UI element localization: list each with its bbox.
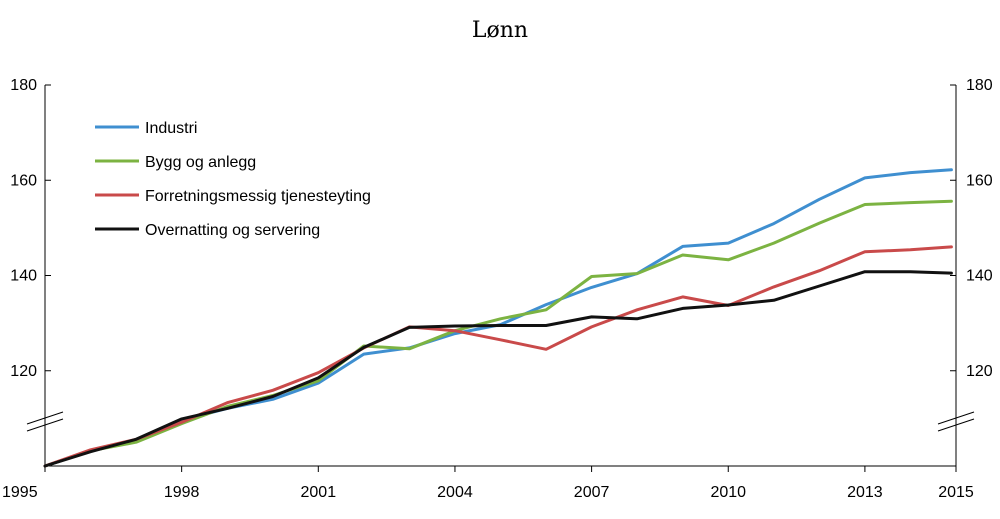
y-axis-left: 120 140 160 180 (10, 77, 51, 380)
legend-label: Forretningsmessig tjenesteyting (145, 188, 371, 205)
y-axis-right: 120 140 160 180 (950, 77, 993, 380)
x-tick-label: 2001 (301, 484, 337, 501)
axis-break-mark-right-2 (937, 418, 975, 432)
y-tick-label-left: 120 (10, 363, 37, 380)
y-tick-label-right: 120 (966, 363, 993, 380)
y-tick-label-left: 180 (10, 77, 37, 94)
y-tick-label-right: 160 (966, 172, 993, 189)
y-tick-label-left: 140 (10, 268, 37, 285)
legend-label: Industri (145, 120, 197, 137)
legend-label: Bygg og anlegg (145, 154, 256, 171)
x-tick-label: 2015 (938, 484, 974, 501)
series-line-bygg-og-anlegg (43, 199, 953, 468)
series-line-forretningsmessig-tjenesteyting (43, 245, 953, 468)
y-tick-label-left: 160 (10, 172, 37, 189)
series-layer (43, 168, 953, 468)
x-tick-label: 2013 (847, 484, 883, 501)
x-tick-label: 2004 (437, 484, 473, 501)
x-tick-label: 2010 (710, 484, 746, 501)
y-tick-label-right: 140 (966, 268, 993, 285)
series-line-overnatting-og-servering (43, 270, 953, 468)
axis-break-mark-left-2 (26, 418, 64, 432)
legend: Industri Bygg og anlegg Forretningsmessig … (95, 120, 371, 239)
y-tick-label-right: 180 (966, 77, 993, 94)
chart-title: Lønn (472, 18, 528, 43)
x-axis: 1995 1998 2001 2004 2007 2010 2013 2015 (2, 466, 974, 501)
legend-label: Overnatting og servering (145, 222, 320, 239)
x-tick-label: 1995 (2, 484, 38, 501)
plot-frame (44, 85, 957, 467)
axis-breaks (26, 411, 975, 432)
axis-break-mark-left-1 (26, 411, 64, 425)
x-tick-label: 1998 (164, 484, 200, 501)
x-tick-label: 2007 (574, 484, 610, 501)
axis-break-mark-right-1 (937, 411, 975, 425)
